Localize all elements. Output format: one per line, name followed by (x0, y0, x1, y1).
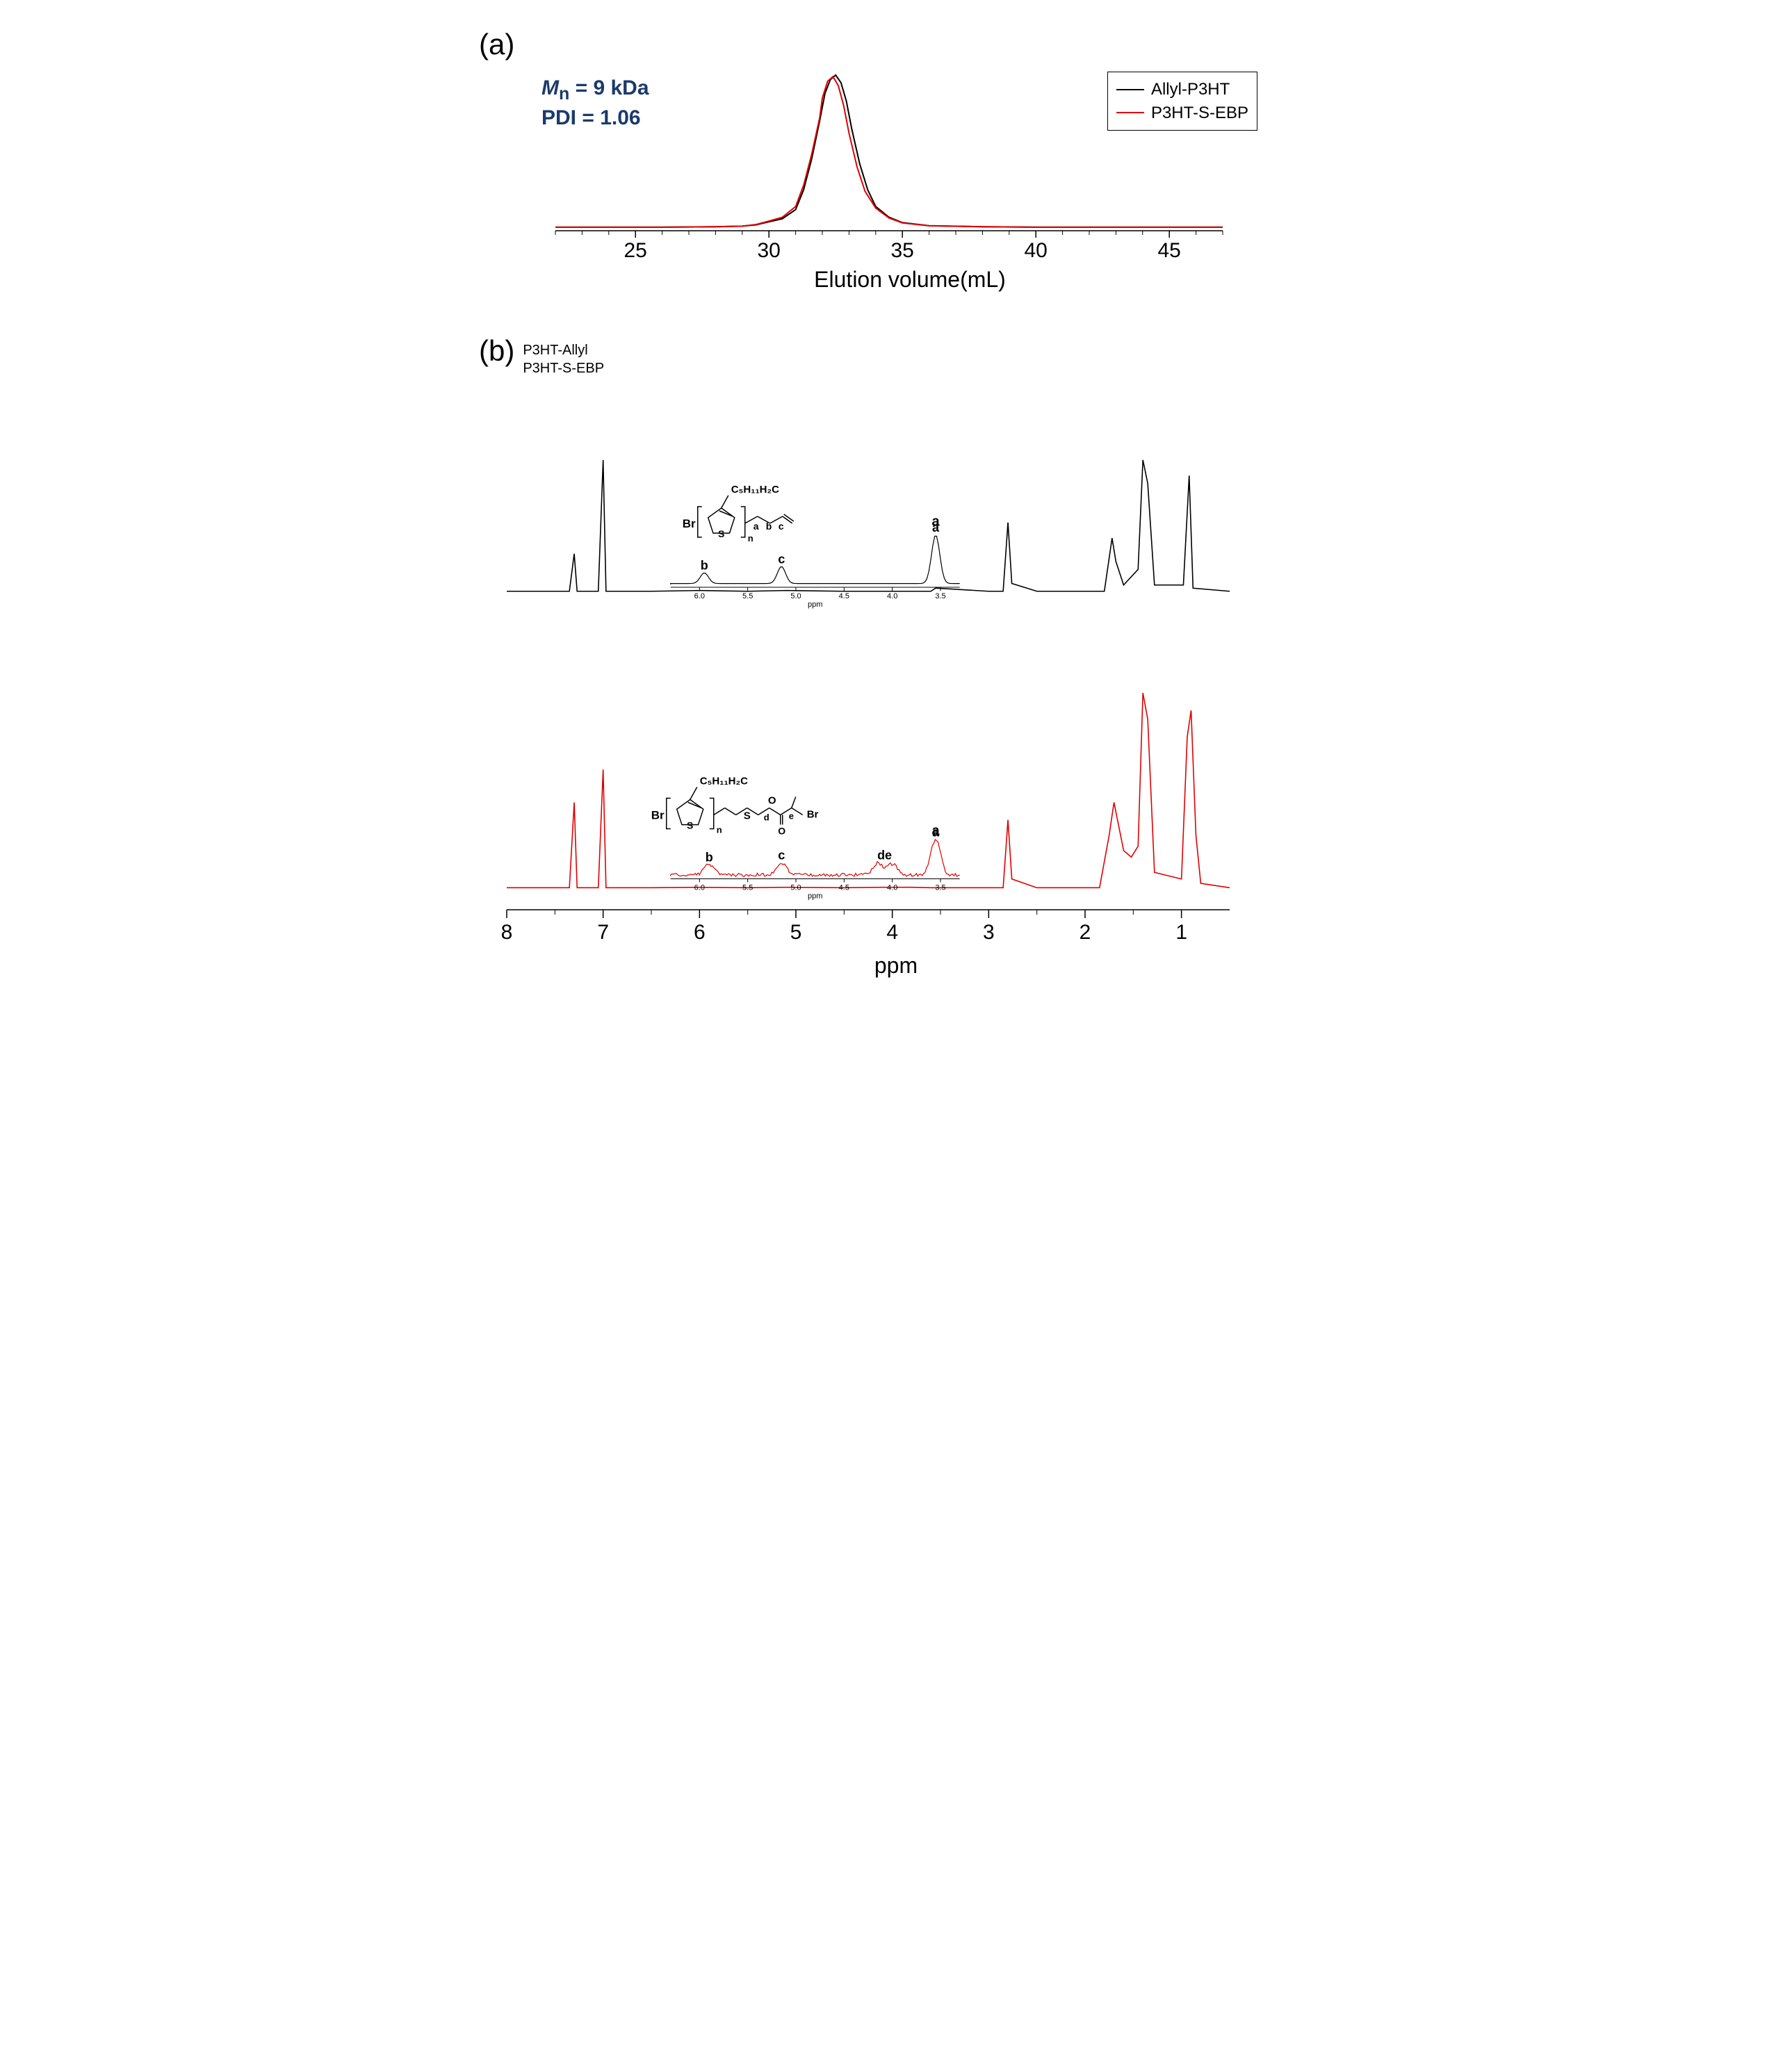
panel-b-chart: 876543216.05.55.04.54.03.5ppmbcaBrSC₅H₁₁… (479, 377, 1244, 947)
svg-text:d: d (764, 812, 769, 823)
svg-text:5: 5 (790, 921, 802, 944)
svg-text:b: b (701, 559, 708, 573)
svg-text:6.0: 6.0 (694, 592, 705, 600)
svg-text:O: O (768, 795, 776, 807)
panel-a: (a) Mn = 9 kDa PDI = 1.06 Allyl-P3HT P3H… (479, 28, 1313, 293)
svg-text:40: 40 (1025, 239, 1048, 262)
svg-text:3.5: 3.5 (935, 884, 945, 892)
svg-text:25: 25 (624, 239, 647, 262)
svg-text:Br: Br (683, 517, 696, 530)
svg-text:b: b (766, 521, 772, 532)
panel-b-label: (b) (479, 334, 514, 368)
mn-pdi-annotation: Mn = 9 kDa PDI = 1.06 (541, 75, 649, 131)
svg-text:a: a (932, 824, 940, 839)
svg-text:5.5: 5.5 (742, 592, 753, 600)
panel-b-xlabel: ppm (479, 953, 1313, 979)
svg-text:Br: Br (807, 809, 819, 821)
svg-text:5.0: 5.0 (790, 884, 801, 892)
panel-b: (b) P3HT-Allyl P3HT-S-EBP 8 7 6 5 4 3 2 1 6.0 5.5… (479, 334, 1313, 979)
svg-text:a: a (932, 514, 940, 529)
svg-text:5.5: 5.5 (742, 884, 753, 892)
svg-text:e: e (789, 811, 794, 821)
svg-text:O: O (778, 826, 785, 837)
svg-text:3: 3 (983, 921, 995, 944)
svg-text:a: a (754, 521, 759, 532)
svg-text:8: 8 (501, 921, 513, 944)
legend-item-ebp: P3HT-S-EBP (1116, 101, 1248, 125)
svg-text:1: 1 (1175, 921, 1187, 944)
svg-text:c: c (778, 849, 785, 862)
svg-text:30: 30 (758, 239, 781, 262)
svg-text:c: c (778, 553, 785, 566)
svg-text:C₅H₁₁H₂C: C₅H₁₁H₂C (731, 484, 779, 496)
svg-text:ppm: ppm (808, 600, 822, 609)
svg-text:S: S (744, 810, 751, 822)
svg-text:S: S (718, 528, 724, 539)
legend-item-allyl: Allyl-P3HT (1116, 78, 1248, 101)
svg-text:2: 2 (1080, 921, 1091, 944)
svg-text:3.5: 3.5 (935, 592, 945, 600)
svg-text:de: de (877, 849, 892, 862)
svg-text:5.0: 5.0 (790, 592, 801, 600)
svg-text:35: 35 (891, 239, 914, 262)
svg-text:4.5: 4.5 (839, 884, 849, 892)
panel-a-legend: Allyl-P3HT P3HT-S-EBP (1107, 72, 1257, 131)
svg-text:4.5: 4.5 (839, 592, 849, 600)
svg-text:6: 6 (694, 921, 706, 944)
svg-text:4.0: 4.0 (887, 884, 897, 892)
svg-text:C₅H₁₁H₂C: C₅H₁₁H₂C (700, 776, 748, 787)
svg-text:c: c (779, 521, 784, 532)
svg-text:ppm: ppm (808, 892, 822, 901)
svg-text:n: n (748, 533, 754, 543)
svg-text:6.0: 6.0 (694, 884, 705, 892)
legend-swatch-ebp (1116, 112, 1144, 113)
svg-text:7: 7 (597, 921, 609, 944)
svg-text:S: S (687, 820, 693, 831)
svg-text:4.0: 4.0 (887, 592, 897, 600)
legend-swatch-allyl (1116, 89, 1144, 90)
panel-b-trace-names: P3HT-Allyl P3HT-S-EBP (523, 341, 604, 377)
svg-text:45: 45 (1158, 239, 1181, 262)
svg-text:n: n (717, 825, 722, 835)
svg-text:4: 4 (886, 921, 898, 944)
panel-a-xlabel: Elution volume(mL) (507, 267, 1313, 293)
svg-text:Br: Br (651, 809, 665, 822)
panel-a-label: (a) (479, 28, 1313, 61)
svg-text:b: b (706, 851, 713, 865)
